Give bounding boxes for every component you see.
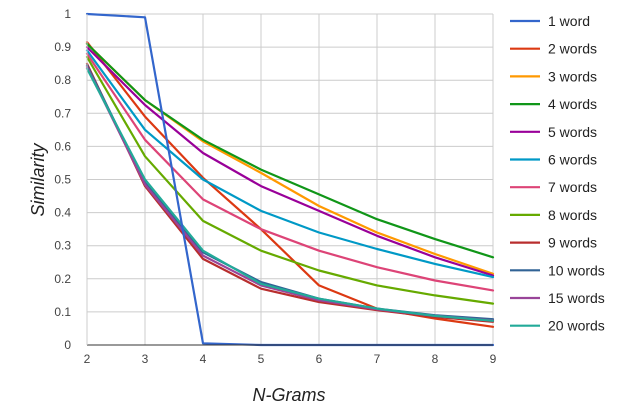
legend-item: 2 words — [510, 41, 597, 57]
grid — [87, 13, 494, 345]
x-tick-label: 8 — [432, 352, 439, 366]
x-tick-label: 2 — [84, 352, 91, 366]
legend-label: 1 word — [548, 13, 590, 29]
legend-item: 15 words — [510, 290, 605, 306]
legend-label: 9 words — [548, 235, 597, 251]
series-line-20-words — [85, 67, 495, 322]
x-tick-label: 3 — [142, 352, 149, 366]
legend-item: 1 word — [510, 13, 590, 29]
legend-label: 3 words — [548, 68, 597, 84]
legend-label: 5 words — [548, 124, 597, 140]
y-tick-label: 0.3 — [54, 239, 71, 253]
y-tick-label: 0.1 — [54, 305, 71, 319]
legend: 1 word 2 words 3 words 4 words 5 words 6 word… — [510, 13, 605, 334]
legend-item: 8 words — [510, 207, 597, 223]
series-line-5-words — [85, 45, 495, 277]
legend-label: 20 words — [548, 318, 605, 334]
legend-item: 9 words — [510, 235, 597, 251]
x-tick-label: 7 — [374, 352, 381, 366]
x-tick-label: 5 — [258, 352, 265, 366]
legend-item: 10 words — [510, 262, 605, 278]
y-tick-label: 0.7 — [54, 106, 71, 120]
legend-label: 4 words — [548, 96, 597, 112]
y-tick-label: 0.8 — [54, 73, 71, 87]
series-line-4-words — [85, 42, 495, 259]
x-tick-label: 9 — [490, 352, 497, 366]
y-tick-label: 1 — [64, 7, 71, 21]
y-tick-label: 0.9 — [54, 40, 71, 54]
y-tick-label: 0 — [64, 338, 71, 352]
legend-label: 2 words — [548, 41, 597, 57]
series-line-6-words — [85, 49, 495, 279]
y-tick-label: 0.5 — [54, 173, 71, 187]
series-line-7-words — [85, 52, 495, 292]
legend-item: 5 words — [510, 124, 597, 140]
y-tick-label: 0.4 — [54, 206, 71, 220]
axes: 0 0.1 0.2 0.3 0.4 0.5 0.6 0.7 0.8 0.9 1 2 3 4 5 6 7 8 9 — [54, 7, 496, 366]
legend-item: 20 words — [510, 318, 605, 334]
legend-item: 7 words — [510, 179, 597, 195]
series-line-15-words — [85, 65, 495, 322]
legend-item: 3 words — [510, 68, 597, 84]
legend-item: 4 words — [510, 96, 597, 112]
y-axis-title: Similarity — [28, 143, 48, 217]
legend-label: 7 words — [548, 179, 597, 195]
legend-label: 8 words — [548, 207, 597, 223]
series-line-8-words — [85, 55, 495, 305]
legend-item: 6 words — [510, 152, 597, 168]
y-tick-label: 0.2 — [54, 272, 71, 286]
legend-label: 15 words — [548, 290, 605, 306]
x-tick-label: 4 — [200, 352, 207, 366]
x-tick-label: 6 — [316, 352, 323, 366]
y-tick-label: 0.6 — [54, 139, 71, 153]
x-axis-title: N-Grams — [253, 385, 326, 405]
legend-label: 6 words — [548, 152, 597, 168]
legend-label: 10 words — [548, 262, 605, 278]
